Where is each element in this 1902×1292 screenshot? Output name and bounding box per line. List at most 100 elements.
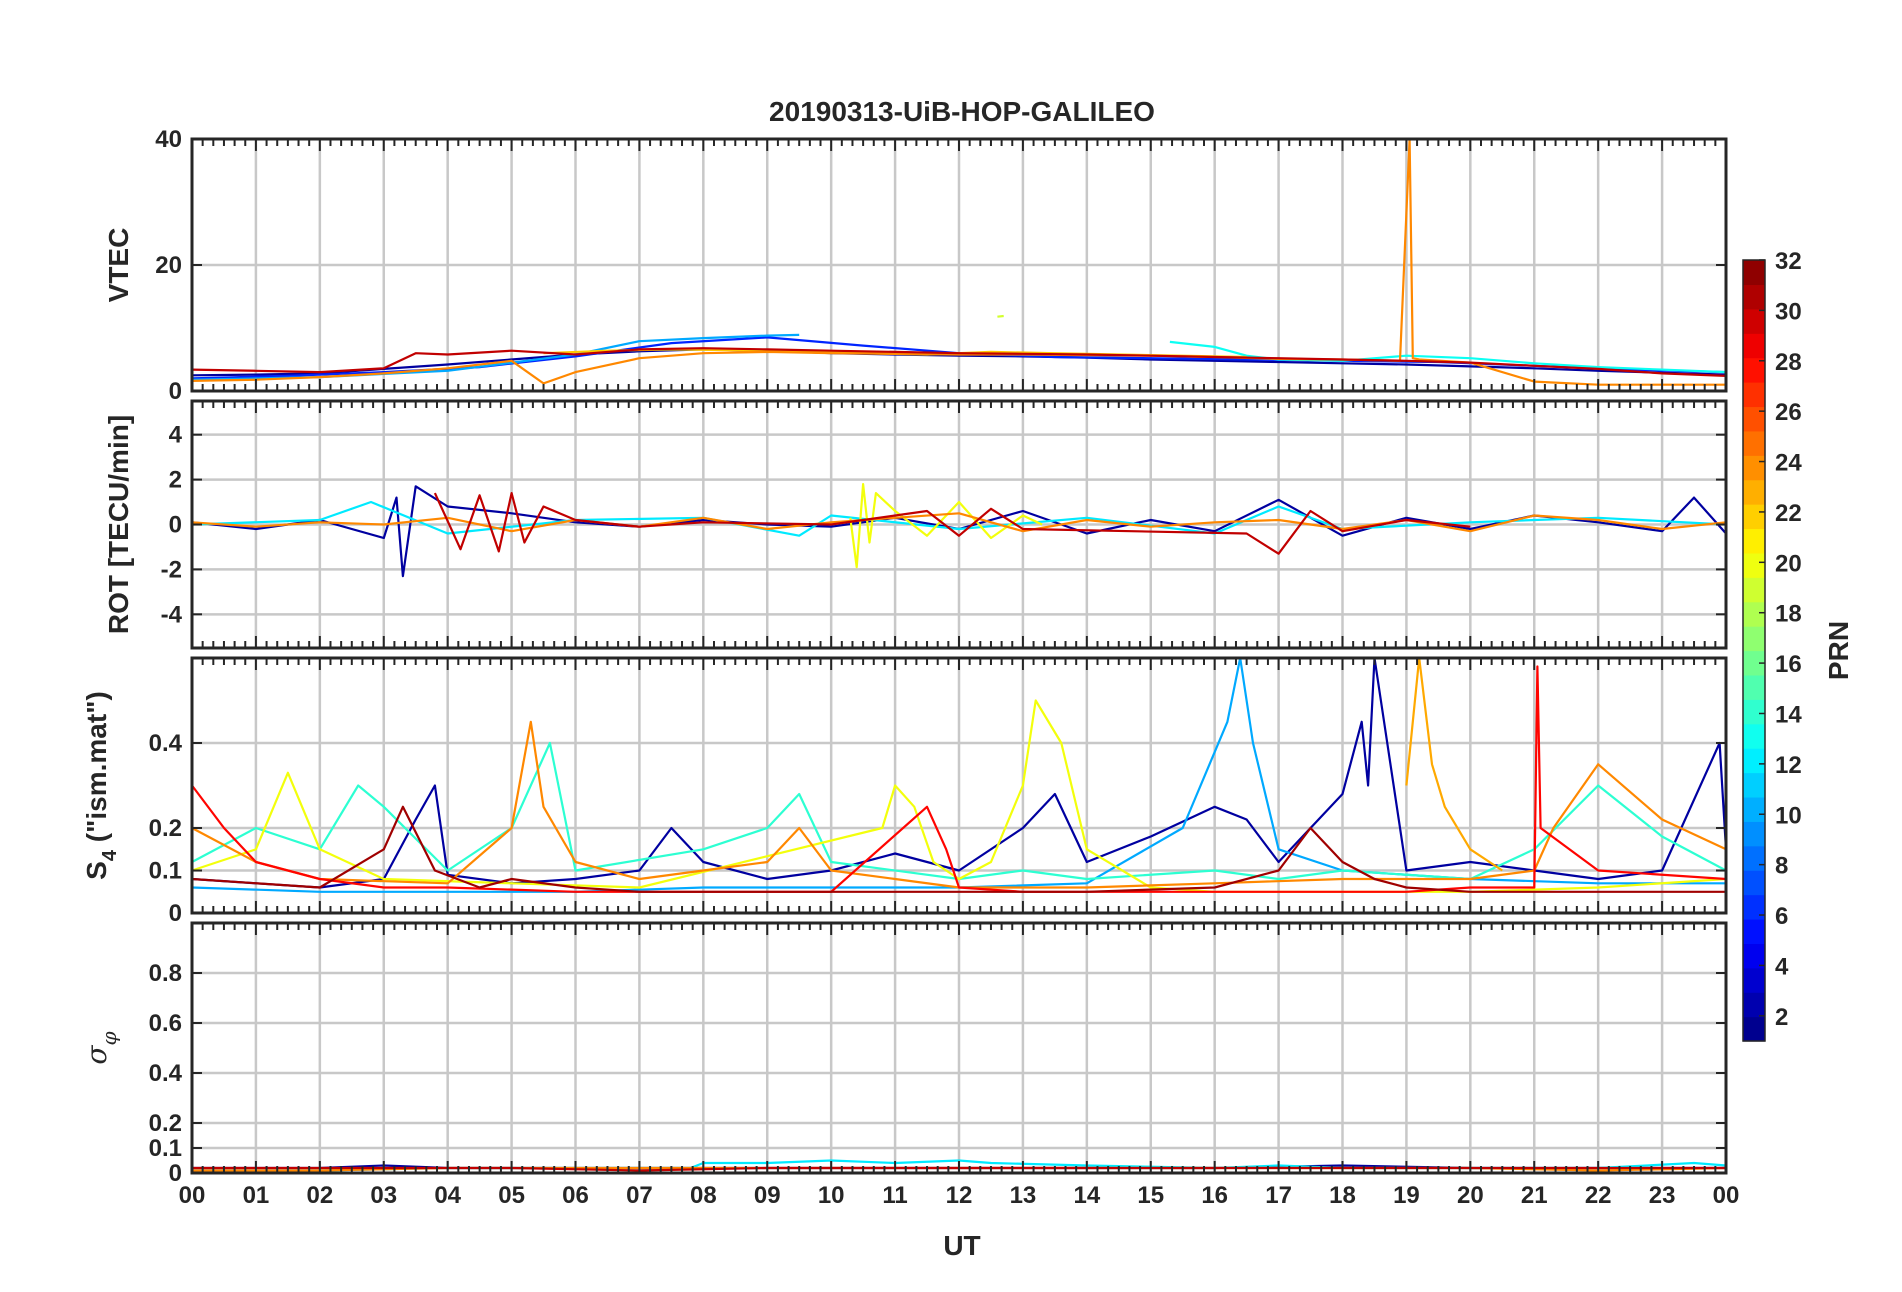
y-tick-label: 2 bbox=[169, 467, 182, 494]
colorbar-segment bbox=[1743, 577, 1765, 603]
colorbar-segment bbox=[1743, 626, 1765, 652]
x-tick-label: 07 bbox=[626, 1182, 653, 1209]
colorbar-segment bbox=[1743, 796, 1765, 822]
colorbar-segment bbox=[1743, 260, 1765, 286]
y-axis-label-vtec: VTEC bbox=[103, 228, 134, 303]
x-tick-label: 00 bbox=[1713, 1182, 1740, 1209]
series-line-prn-2 bbox=[191, 656, 1728, 889]
colorbar-segment bbox=[1743, 455, 1765, 481]
colorbar-segment bbox=[1743, 674, 1765, 700]
colorbar-segment bbox=[1743, 723, 1765, 749]
colorbar-segment bbox=[1743, 284, 1765, 310]
colorbar-segment bbox=[1743, 308, 1765, 334]
colorbar-tick-label: 28 bbox=[1775, 349, 1802, 376]
x-tick-label: 17 bbox=[1265, 1182, 1292, 1209]
colorbar-segment bbox=[1743, 748, 1765, 774]
series-line-prn-30 bbox=[433, 492, 1471, 555]
x-tick-label: 16 bbox=[1201, 1182, 1228, 1209]
y-tick-label: -2 bbox=[161, 556, 182, 583]
colorbar-segment bbox=[1743, 699, 1765, 725]
y-tick-label: 0.4 bbox=[149, 730, 183, 757]
y-tick-label: 0.8 bbox=[149, 960, 182, 987]
y-tick-label: 0.2 bbox=[149, 1110, 182, 1137]
y-tick-label: 0 bbox=[169, 512, 182, 539]
x-tick-label: 06 bbox=[562, 1182, 589, 1209]
y-tick-label: 0.2 bbox=[149, 815, 182, 842]
x-tick-label: 13 bbox=[1010, 1182, 1037, 1209]
colorbar-tick-label: 24 bbox=[1775, 450, 1802, 477]
colorbar-tick-label: 18 bbox=[1775, 601, 1802, 628]
colorbar-segment bbox=[1743, 821, 1765, 847]
colorbar-label: PRN bbox=[1823, 621, 1854, 680]
y-tick-label: 0.1 bbox=[149, 858, 182, 885]
colorbar-segment bbox=[1743, 845, 1765, 871]
x-axis-label: UT bbox=[943, 1230, 980, 1261]
x-tick-label: 05 bbox=[498, 1182, 525, 1209]
y-tick-label: 20 bbox=[155, 252, 182, 279]
y-tick-label: 0 bbox=[169, 1160, 182, 1187]
x-tick-label: 08 bbox=[690, 1182, 717, 1209]
x-tick-label: 02 bbox=[306, 1182, 333, 1209]
x-tick-label: 22 bbox=[1585, 1182, 1612, 1209]
colorbar-tick-label: 6 bbox=[1775, 903, 1788, 930]
x-tick-label: 23 bbox=[1649, 1182, 1676, 1209]
series-line-prn-30 bbox=[191, 347, 1727, 377]
colorbar-segment bbox=[1743, 479, 1765, 505]
colorbar-tick-label: 32 bbox=[1775, 248, 1802, 275]
series-line-prn-2 bbox=[191, 348, 1727, 377]
y-axis-label-rot: ROT [TECU/min] bbox=[103, 415, 134, 634]
panel-vtec: 0 20 40 VTEC bbox=[103, 126, 1728, 405]
colorbar-tick-label: 2 bbox=[1775, 1004, 1788, 1031]
series-line-prn-14 bbox=[191, 741, 1727, 881]
panel-rot: -4 -2 0 2 4 ROT [TECU/min] bbox=[103, 399, 1728, 650]
y-tick-label: 0.6 bbox=[149, 1010, 182, 1037]
series-line-prn-19 bbox=[997, 314, 1004, 318]
series-line-prn-13 bbox=[1169, 340, 1727, 374]
series-line-prn-12 bbox=[191, 500, 1727, 537]
series-line-prn-28 bbox=[191, 665, 1727, 893]
panel-sigma_phi: 00.10.2 0.4 0.6 0.8 σφ bbox=[80, 921, 1728, 1187]
y-axis-label-s4: S4 ("ism.mat") bbox=[81, 691, 121, 880]
series-line-prn-23 bbox=[1405, 656, 1503, 872]
colorbar-segment bbox=[1743, 357, 1765, 383]
y-tick-label: 0.4 bbox=[149, 1060, 183, 1087]
colorbar-tick-label: 20 bbox=[1775, 550, 1802, 577]
colorbar-segment bbox=[1743, 772, 1765, 798]
series-line-prn-24 bbox=[191, 720, 1727, 889]
colorbar-tick-label: 16 bbox=[1775, 651, 1802, 678]
colorbar-tick-label: 4 bbox=[1775, 953, 1789, 980]
colorbar-segment bbox=[1743, 406, 1765, 432]
colorbar-segment bbox=[1743, 1016, 1765, 1042]
colorbar-segment bbox=[1743, 943, 1765, 969]
colorbar-segment bbox=[1743, 870, 1765, 896]
chart-title: 20190313-UiB-HOP-GALILEO bbox=[769, 96, 1155, 127]
y-tick-label: 0.1 bbox=[149, 1135, 182, 1162]
colorbar-segment bbox=[1743, 967, 1765, 993]
colorbar-tick-label: 22 bbox=[1775, 500, 1802, 527]
series-line-prn-31 bbox=[191, 805, 1726, 893]
colorbar-segment bbox=[1743, 430, 1765, 456]
colorbar-segment bbox=[1743, 894, 1765, 920]
panel-s4: 0 0.1 0.2 0.4 S4 ("ism.mat") bbox=[81, 656, 1728, 927]
colorbar-tick-label: 14 bbox=[1775, 701, 1802, 728]
colorbar-frame bbox=[1742, 259, 1766, 1042]
colorbar-tick-label: 30 bbox=[1775, 298, 1802, 325]
x-tick-label: 14 bbox=[1073, 1182, 1100, 1209]
colorbar-tick-label: 10 bbox=[1775, 802, 1802, 829]
y-tick-label: 4 bbox=[169, 422, 183, 449]
x-tick-label: 19 bbox=[1393, 1182, 1420, 1209]
colorbar-tick-label: 12 bbox=[1775, 752, 1802, 779]
x-tick-label: 15 bbox=[1137, 1182, 1164, 1209]
x-tick-label: 01 bbox=[243, 1182, 270, 1209]
y-tick-label: 0 bbox=[169, 900, 182, 927]
colorbar-segment bbox=[1743, 504, 1765, 530]
colorbar-segment bbox=[1743, 918, 1765, 944]
x-tick-label: 12 bbox=[946, 1182, 973, 1209]
colorbar-segment bbox=[1743, 601, 1765, 627]
y-tick-label: 40 bbox=[155, 126, 182, 153]
y-axis-label-sigma_phi: σφ bbox=[80, 1031, 121, 1064]
x-tick-label: 11 bbox=[882, 1182, 907, 1209]
